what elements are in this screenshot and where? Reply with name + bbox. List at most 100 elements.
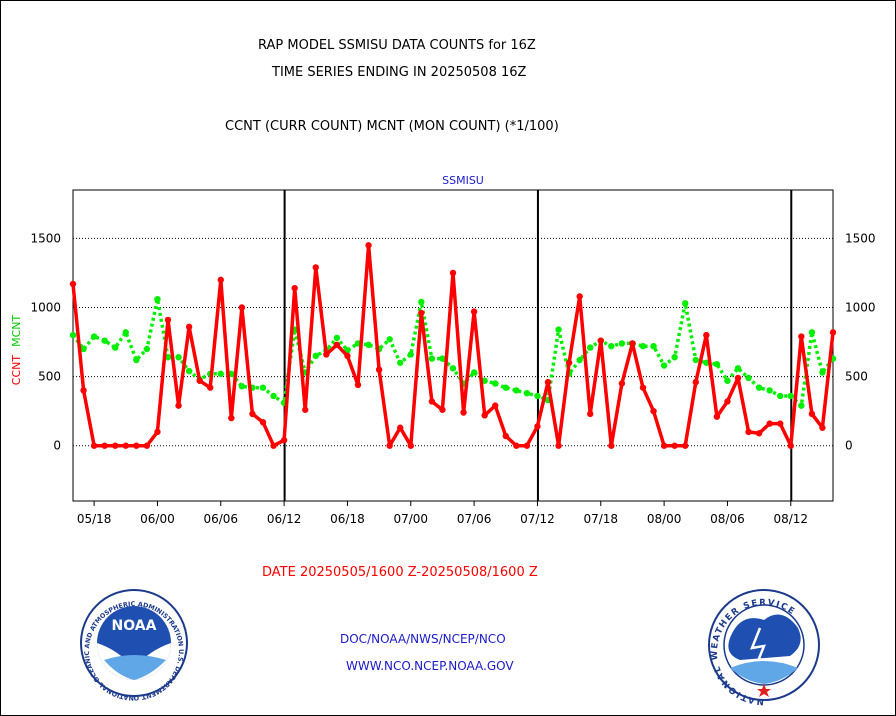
data-point-mcnt — [449, 365, 457, 372]
data-point-mcnt — [217, 370, 224, 378]
data-point-ccnt — [154, 428, 161, 436]
data-point-mcnt — [185, 367, 193, 375]
data-point-mcnt — [397, 359, 404, 366]
data-point-ccnt — [470, 308, 478, 315]
data-point-mcnt — [90, 333, 98, 340]
data-point-mcnt — [238, 383, 246, 390]
data-point-ccnt — [185, 323, 193, 331]
data-point-ccnt — [597, 337, 604, 344]
data-point-ccnt — [819, 424, 826, 431]
data-point-ccnt — [734, 374, 742, 382]
data-point-mcnt — [608, 342, 615, 350]
data-point-ccnt — [692, 378, 699, 386]
data-point-mcnt — [164, 354, 172, 361]
data-point-ccnt — [101, 442, 108, 449]
y-tick-label-right: 1500 — [845, 231, 876, 245]
data-point-mcnt — [745, 374, 752, 382]
data-point-ccnt — [143, 442, 151, 449]
data-point-mcnt — [312, 352, 319, 360]
chart-title-line2: TIME SERIES ENDING IN 20250508 16Z — [272, 65, 527, 80]
data-point-ccnt — [207, 384, 214, 391]
data-point-ccnt — [312, 264, 319, 271]
data-point-ccnt — [238, 304, 246, 311]
chart-title-line1: RAP MODEL SSMISU DATA COUNTS for 16Z — [258, 38, 536, 53]
y-tick-label-left: 1500 — [30, 231, 61, 245]
data-point-mcnt — [69, 331, 77, 339]
plot-title: SSMISU — [442, 174, 484, 187]
data-point-mcnt — [80, 345, 87, 353]
x-tick-label: 05/18 — [77, 512, 112, 526]
y-tick-label-left: 0 — [53, 439, 61, 453]
y-tick-label-left: 1000 — [30, 300, 61, 314]
data-point-ccnt — [449, 269, 457, 277]
data-point-mcnt — [555, 326, 562, 333]
data-point-mcnt — [787, 392, 794, 400]
data-point-ccnt — [112, 442, 119, 449]
data-point-mcnt — [143, 345, 151, 353]
x-tick-label: 07/06 — [457, 512, 492, 526]
chart-legend-description: CCNT (CURR COUNT) MCNT (MON COUNT) (*1/1… — [225, 119, 559, 134]
data-point-ccnt — [259, 419, 267, 426]
data-point-mcnt — [154, 295, 161, 303]
data-point-ccnt — [703, 331, 710, 339]
data-point-ccnt — [787, 442, 794, 449]
data-point-ccnt — [249, 410, 256, 418]
data-point-ccnt — [713, 413, 721, 420]
data-point-ccnt — [270, 442, 277, 449]
data-point-mcnt — [766, 387, 773, 394]
data-point-ccnt — [544, 378, 552, 386]
data-point-ccnt — [175, 402, 182, 409]
data-point-ccnt — [460, 409, 467, 416]
data-point-ccnt — [122, 442, 129, 449]
data-point-mcnt — [439, 355, 446, 362]
website-link[interactable]: WWW.NCO.NCEP.NOAA.GOV — [346, 659, 514, 673]
data-point-mcnt — [513, 387, 520, 394]
data-point-mcnt — [734, 365, 742, 372]
data-point-ccnt — [502, 432, 509, 440]
data-point-mcnt — [523, 389, 531, 397]
data-point-mcnt — [724, 377, 731, 384]
x-tick-label: 06/18 — [330, 512, 365, 526]
data-point-ccnt — [439, 406, 446, 413]
data-point-mcnt — [333, 334, 341, 342]
x-tick-label: 07/00 — [393, 512, 428, 526]
data-point-mcnt — [692, 356, 699, 364]
data-point-mcnt — [660, 362, 668, 369]
data-point-mcnt — [175, 354, 182, 361]
data-point-ccnt — [196, 377, 203, 384]
data-point-ccnt — [671, 442, 678, 449]
data-point-ccnt — [481, 412, 488, 419]
data-point-mcnt — [671, 354, 678, 361]
org-text[interactable]: DOC/NOAA/NWS/NCEP/NCO — [340, 632, 506, 646]
data-point-mcnt — [713, 360, 721, 368]
data-point-ccnt — [745, 428, 752, 436]
data-point-ccnt — [354, 381, 362, 389]
data-point-ccnt — [513, 442, 520, 449]
y-axis-label: CCNT MCNT — [10, 315, 23, 386]
data-point-mcnt — [470, 369, 478, 376]
data-point-mcnt — [618, 340, 626, 347]
data-point-ccnt — [164, 316, 172, 324]
data-point-ccnt — [323, 351, 330, 358]
data-point-mcnt — [502, 384, 509, 391]
data-point-mcnt — [122, 329, 129, 336]
data-point-mcnt — [492, 380, 499, 387]
data-point-ccnt — [386, 442, 393, 449]
data-point-mcnt — [819, 369, 826, 376]
y-tick-label-right: 1000 — [845, 300, 876, 314]
data-point-ccnt — [724, 398, 731, 405]
data-point-ccnt — [565, 359, 573, 366]
data-point-ccnt — [808, 410, 816, 418]
data-point-ccnt — [407, 442, 414, 449]
data-point-mcnt — [650, 342, 657, 350]
data-point-ccnt — [798, 333, 805, 340]
x-tick-label: 07/18 — [583, 512, 618, 526]
data-point-ccnt — [629, 340, 636, 347]
data-point-ccnt — [90, 442, 98, 449]
data-point-ccnt — [576, 293, 583, 300]
data-point-ccnt — [397, 424, 404, 431]
data-point-mcnt — [133, 356, 140, 364]
data-point-mcnt — [639, 342, 647, 350]
data-point-ccnt — [650, 407, 657, 415]
